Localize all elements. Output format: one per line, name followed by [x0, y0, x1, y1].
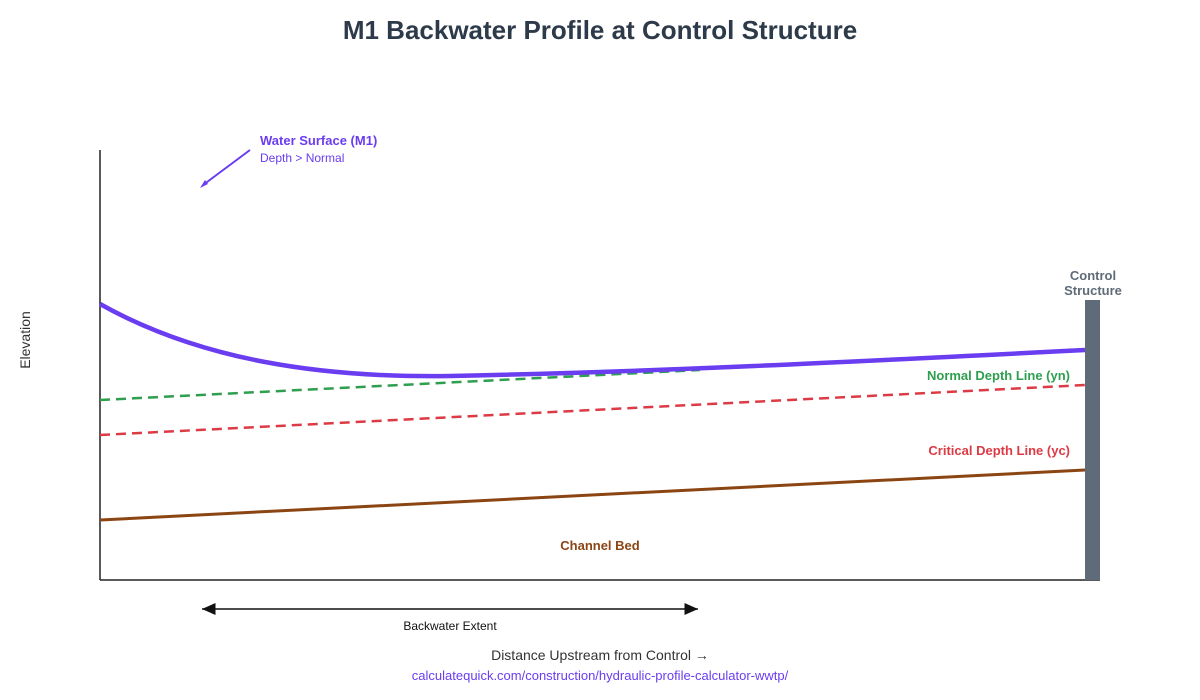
- water-surface-pointer: [202, 149, 251, 186]
- critical-depth-label: Critical Depth Line (yc): [928, 443, 1070, 458]
- critical-depth-line: [99, 383, 1086, 437]
- source-url-link[interactable]: calculatequick.com/construction/hydrauli…: [412, 668, 789, 683]
- control-label-line2: Structure: [1064, 283, 1122, 298]
- water-surface-pointer-head: [200, 180, 208, 188]
- water-surface-sublabel: Depth > Normal: [260, 151, 344, 165]
- diagram-title: M1 Backwater Profile at Control Structur…: [343, 15, 857, 45]
- y-axis-label: Elevation: [17, 311, 33, 369]
- backwater-extent-label: Backwater Extent: [403, 619, 497, 633]
- water-surface-label: Water Surface (M1): [260, 133, 377, 148]
- normal-depth-line: [99, 368, 701, 402]
- control-structure: [1085, 300, 1100, 580]
- water-surface-curve: [98, 302, 1086, 379]
- channel-bed-line: [99, 468, 1086, 522]
- normal-depth-label: Normal Depth Line (yn): [927, 368, 1070, 383]
- control-label-line1: Control: [1070, 268, 1116, 283]
- channel-bed-label: Channel Bed: [560, 538, 640, 553]
- x-axis-label: Distance Upstream from Control →: [491, 647, 709, 663]
